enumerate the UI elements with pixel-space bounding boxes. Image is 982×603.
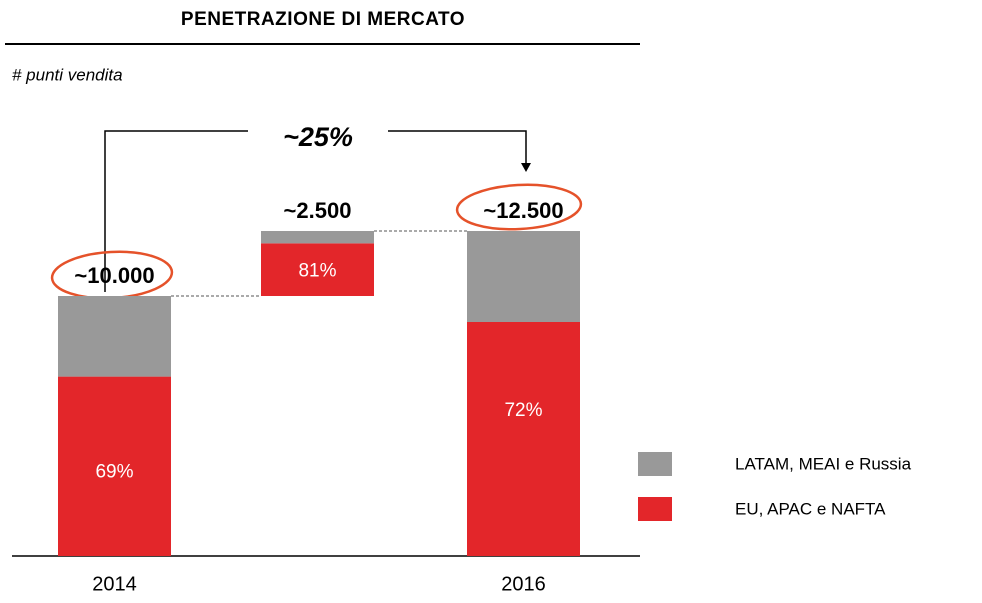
- subtitle: # punti vendita: [12, 65, 123, 84]
- total-label: ~12.500: [483, 198, 563, 223]
- legend-label: LATAM, MEAI e Russia: [735, 454, 912, 473]
- bar-segment: [58, 296, 171, 377]
- growth-bracket: [104, 130, 527, 292]
- highlight-ring: [455, 183, 583, 231]
- chart-title: PENETRAZIONE DI MERCATO: [181, 9, 465, 30]
- bar-segment: [467, 231, 580, 322]
- x-tick-label: 2016: [501, 573, 546, 595]
- total-label: ~2.500: [284, 198, 352, 223]
- legend-swatch: [638, 497, 672, 521]
- x-tick-label: 2014: [92, 573, 137, 595]
- bar-segment: [261, 231, 374, 244]
- bar-segment: [58, 376, 171, 556]
- legend-label: EU, APAC e NAFTA: [735, 499, 886, 518]
- arrow-head: [521, 163, 531, 172]
- growth-annotation: ~25%: [283, 122, 353, 152]
- segment-label: 72%: [504, 400, 542, 421]
- total-label: ~10.000: [74, 263, 154, 288]
- segment-label: 81%: [298, 260, 336, 281]
- bar-segment: [261, 243, 374, 296]
- legend-swatch: [638, 452, 672, 476]
- bar-segment: [467, 322, 580, 556]
- segment-label: 69%: [95, 461, 133, 482]
